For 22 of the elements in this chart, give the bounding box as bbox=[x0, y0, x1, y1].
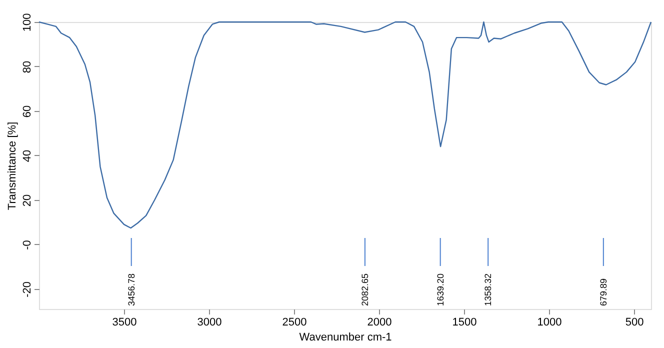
x-tick-label: 2500 bbox=[282, 316, 307, 328]
y-axis-title: Transmittance [%] bbox=[6, 122, 18, 210]
x-tick-label: 1500 bbox=[452, 316, 477, 328]
x-tick-label: 2000 bbox=[367, 316, 392, 328]
x-tick-label: 1000 bbox=[537, 316, 562, 328]
x-axis-title: Wavenumber cm-1 bbox=[299, 332, 392, 344]
y-tick-label: -20 bbox=[22, 282, 34, 298]
ref-line-label: 679.89 bbox=[598, 278, 608, 306]
y-tick-label: 60 bbox=[22, 105, 34, 118]
ref-line-label: 1639.20 bbox=[435, 273, 446, 306]
y-tick-label: 20 bbox=[22, 194, 34, 207]
x-tick-label: 500 bbox=[625, 316, 644, 328]
ref-line-label: 1358.32 bbox=[483, 273, 494, 306]
ref-line-label: 3456.78 bbox=[126, 273, 136, 306]
ref-line-label: 2082.65 bbox=[360, 273, 370, 306]
x-tick-label: 3500 bbox=[112, 316, 137, 328]
y-tick-label: 100 bbox=[22, 13, 34, 32]
y-tick-label: -0 bbox=[22, 240, 34, 250]
line-series bbox=[38, 21, 652, 229]
x-tick-label: 3000 bbox=[197, 316, 222, 328]
y-tick-label: 40 bbox=[22, 150, 34, 162]
y-tick-label: 80 bbox=[22, 60, 34, 74]
